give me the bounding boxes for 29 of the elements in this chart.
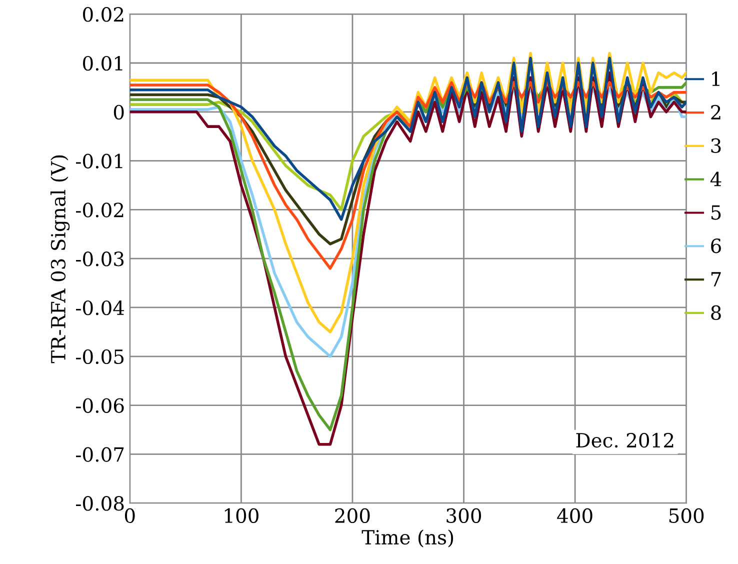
y-tick-label: 0 xyxy=(114,104,124,120)
y-tick-label: 0.01 xyxy=(83,56,122,71)
line-series xyxy=(130,56,686,221)
y-tick-label: -0.06 xyxy=(76,398,124,413)
legend-label: 3 xyxy=(711,138,721,154)
x-tick-label: 100 xyxy=(224,508,258,523)
x-tick-label: 500 xyxy=(669,508,704,523)
y-tick-label: -0.05 xyxy=(76,349,124,364)
x-tick-label: 300 xyxy=(446,508,482,523)
legend-label: 8 xyxy=(711,305,721,320)
legend-label: 4 xyxy=(710,172,722,186)
x-tick-label: 400 xyxy=(557,508,592,523)
y-tick-label: -0.02 xyxy=(76,202,124,218)
annotation: Dec. 2012 xyxy=(576,432,674,448)
y-axis-title: TR-RFA 03 Signal (V) xyxy=(50,155,70,364)
legend-label: 7 xyxy=(711,272,721,286)
y-tick-label: -0.04 xyxy=(76,300,124,316)
y-tick-label: -0.03 xyxy=(76,252,124,266)
legend-label: 5 xyxy=(711,205,721,220)
y-tick-label: -0.07 xyxy=(76,447,124,462)
x-tick-label: 0 xyxy=(124,508,135,523)
legend-label: 2 xyxy=(711,104,720,120)
y-tick-label: -0.01 xyxy=(76,154,122,168)
x-axis-title: Time (ns) xyxy=(362,530,454,548)
y-tick-label: 0.02 xyxy=(83,7,124,22)
x-tick-label: 200 xyxy=(335,508,370,523)
y-tick-label: -0.08 xyxy=(76,496,124,511)
legend-label: 1 xyxy=(712,72,720,86)
legend-label: 6 xyxy=(711,238,721,254)
